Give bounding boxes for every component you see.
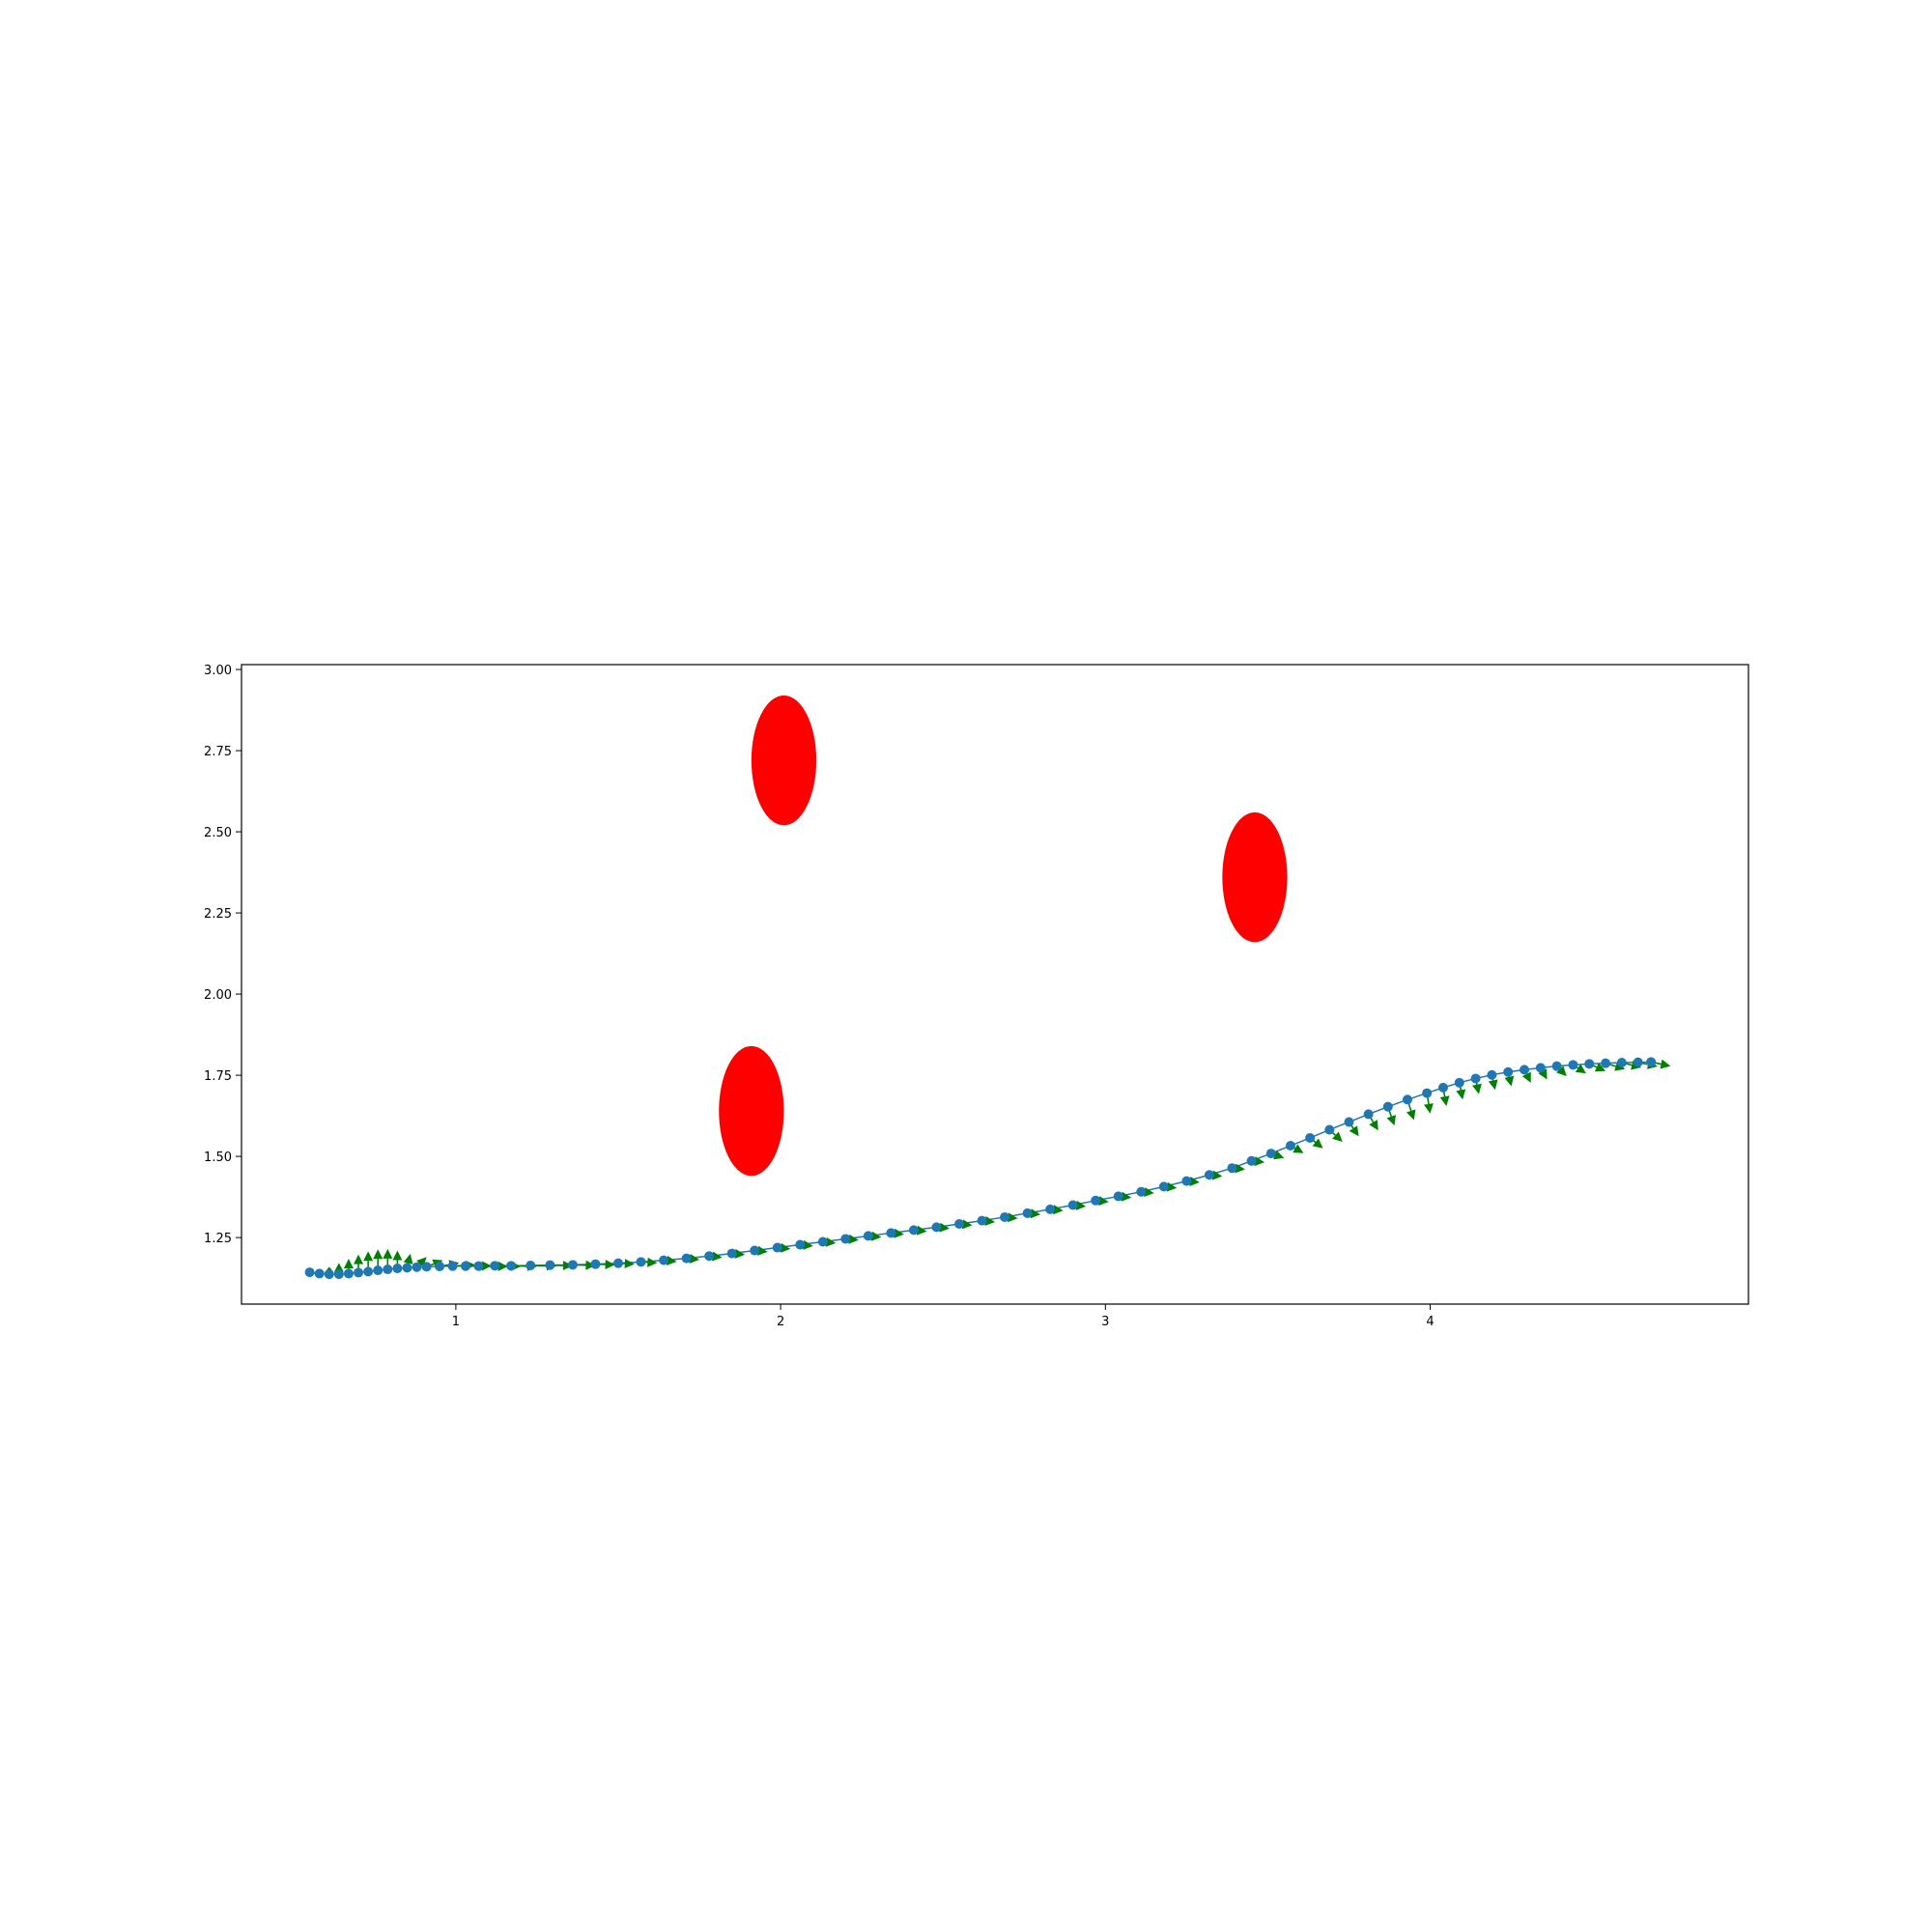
trajectory-point — [682, 1254, 692, 1264]
trajectory-point — [637, 1257, 646, 1266]
trajectory-point — [840, 1234, 850, 1243]
trajectory-point — [1091, 1196, 1100, 1206]
trajectory-point — [590, 1260, 600, 1269]
y-tick-label: 3.00 — [204, 664, 232, 678]
trajectory-point — [1305, 1133, 1315, 1143]
trajectory-point — [1159, 1181, 1169, 1191]
y-tick-label: 1.75 — [204, 1069, 232, 1084]
trajectory-point — [373, 1265, 383, 1275]
trajectory-point — [490, 1261, 499, 1270]
trajectory-point — [931, 1222, 941, 1232]
trajectory-point — [363, 1266, 373, 1276]
trajectory-point — [1266, 1149, 1276, 1158]
trajectory-point — [1000, 1212, 1009, 1222]
trajectory-point — [1364, 1109, 1374, 1119]
y-tick-label: 2.50 — [204, 826, 232, 840]
trajectory-point — [773, 1243, 782, 1253]
obstacle-circle — [719, 1046, 783, 1176]
trajectory-point — [526, 1261, 535, 1270]
trajectory-point — [1634, 1058, 1643, 1067]
trajectory-point — [613, 1259, 623, 1268]
trajectory-point — [818, 1236, 828, 1246]
trajectory-point — [344, 1268, 354, 1278]
trajectory-point — [392, 1264, 402, 1273]
trajectory-point — [1045, 1205, 1055, 1214]
trajectory-point — [1584, 1059, 1594, 1068]
y-tick-label: 2.75 — [204, 745, 232, 759]
x-tick-label: 4 — [1426, 1315, 1434, 1329]
trajectory-point — [909, 1225, 919, 1235]
trajectory-point — [354, 1267, 363, 1277]
axes-background — [242, 665, 1748, 1304]
trajectory-point — [402, 1263, 412, 1272]
trajectory-point — [1324, 1125, 1334, 1135]
trajectory-point — [461, 1262, 470, 1271]
trajectory-point — [1617, 1058, 1627, 1067]
trajectory-point — [1646, 1057, 1656, 1066]
trajectory-point — [1487, 1070, 1496, 1080]
y-tick-label: 2.00 — [204, 988, 232, 1003]
x-tick-label: 3 — [1101, 1315, 1109, 1329]
trajectory-point — [1383, 1102, 1393, 1112]
trajectory-point — [1068, 1201, 1078, 1210]
trajectory-point — [422, 1262, 432, 1271]
trajectory-point — [954, 1219, 964, 1229]
trajectory-point — [1536, 1063, 1546, 1072]
trajectory-point — [659, 1256, 668, 1265]
obstacle-circle — [752, 696, 816, 825]
trajectory-point — [412, 1263, 422, 1272]
trajectory-point — [1552, 1062, 1562, 1071]
trajectory-point — [727, 1249, 737, 1259]
trajectory-point — [750, 1246, 759, 1256]
trajectory-point — [864, 1231, 873, 1240]
trajectory-point — [435, 1262, 444, 1271]
trajectory-point — [568, 1260, 578, 1269]
trajectory-point — [448, 1262, 458, 1271]
trajectory-point — [1114, 1191, 1123, 1201]
trajectory-point — [506, 1261, 516, 1270]
trajectory-point — [1568, 1060, 1577, 1069]
trajectory-point — [325, 1269, 334, 1279]
trajectory-point — [1286, 1141, 1295, 1151]
y-tick-label: 2.25 — [204, 907, 232, 922]
trajectory-point — [334, 1269, 344, 1279]
trajectory-point — [1136, 1187, 1146, 1197]
trajectory-point — [978, 1216, 987, 1226]
x-tick-label: 1 — [452, 1315, 460, 1329]
y-tick-label: 1.50 — [204, 1151, 232, 1165]
trajectory-point — [315, 1268, 325, 1278]
y-tick-label: 1.25 — [204, 1232, 232, 1246]
plot-area: 1 2 3 4 1.25 1.50 1.75 2.00 2.25 2.50 2.75 3.00 — [204, 664, 1748, 1329]
trajectory-point — [1403, 1094, 1412, 1104]
trajectory-point — [886, 1228, 895, 1237]
trajectory-point — [795, 1240, 805, 1250]
trajectory-point — [1205, 1170, 1214, 1179]
trajectory-point — [1455, 1078, 1464, 1088]
trajectory-point — [704, 1251, 714, 1261]
trajectory-point — [1227, 1163, 1236, 1173]
trajectory-point — [383, 1264, 392, 1274]
trajectory-point — [1422, 1089, 1432, 1098]
trajectory-point — [545, 1261, 554, 1270]
trajectory-point — [1247, 1156, 1257, 1166]
trajectory-point — [305, 1267, 315, 1277]
trajectory-point — [1023, 1208, 1033, 1218]
trajectory-point — [1471, 1073, 1481, 1083]
trajectory-point — [1344, 1117, 1353, 1126]
trajectory-point — [1181, 1177, 1191, 1186]
trajectory-point — [1601, 1059, 1610, 1068]
x-tick-label: 2 — [777, 1315, 784, 1329]
trajectory-point — [1520, 1065, 1529, 1074]
trajectory-point — [1503, 1067, 1513, 1077]
trajectory-point — [1438, 1083, 1448, 1093]
trajectory-point — [473, 1262, 483, 1271]
obstacle-circle — [1222, 812, 1287, 942]
